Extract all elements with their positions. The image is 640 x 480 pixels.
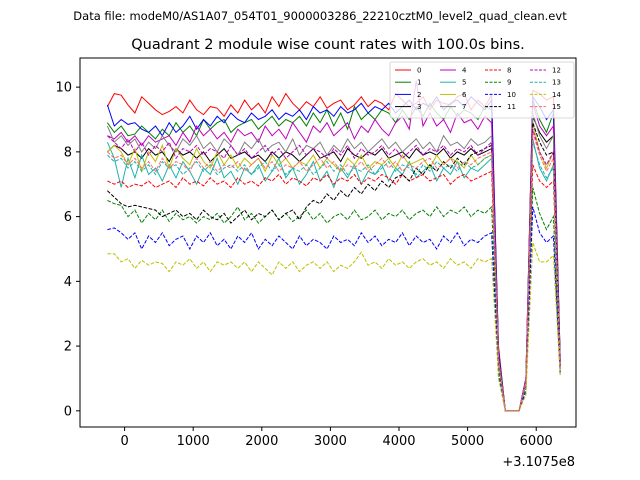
x-axis-offset-label: +3.1075e8 (502, 455, 575, 470)
legend-label-1: 1 (417, 79, 421, 87)
series-line-14 (107, 242, 561, 412)
x-tick-label: 6000 (520, 434, 553, 449)
x-tick-label: 0 (120, 434, 128, 449)
series-line-12 (107, 129, 561, 412)
series-line-10 (107, 206, 561, 412)
legend-label-9: 9 (507, 79, 511, 87)
y-tick-label: 0 (64, 404, 72, 419)
y-tick-label: 2 (64, 340, 72, 355)
legend-label-2: 2 (417, 91, 421, 99)
figure-suptitle: Data file: modeM0/AS1A07_054T01_90000032… (73, 9, 567, 23)
x-tick-label: 3000 (314, 434, 347, 449)
legend-label-4: 4 (462, 67, 467, 75)
legend-label-13: 13 (552, 79, 561, 87)
legend-label-5: 5 (462, 79, 466, 87)
x-tick-label: 1000 (177, 434, 210, 449)
legend-box (389, 61, 575, 119)
legend-label-11: 11 (507, 103, 516, 111)
y-tick-label: 10 (55, 81, 72, 96)
series-line-9 (107, 187, 561, 412)
legend-label-7: 7 (462, 103, 466, 111)
series-layer (106, 80, 561, 412)
legend-label-0: 0 (417, 67, 421, 75)
series-line-6 (107, 122, 561, 412)
series-line-13 (107, 142, 561, 412)
series-line-3 (107, 116, 561, 412)
y-tick-label: 8 (64, 145, 72, 160)
legend-label-3: 3 (417, 103, 421, 111)
legend-label-15: 15 (552, 103, 561, 111)
x-tick-label: 5000 (451, 434, 484, 449)
plot-frame (79, 57, 577, 428)
legend-label-6: 6 (462, 91, 467, 99)
y-tick-label: 6 (64, 210, 72, 225)
legend-label-12: 12 (552, 67, 561, 75)
series-line-15 (107, 132, 561, 412)
series-line-7 (106, 112, 561, 412)
x-tick-label: 2000 (245, 434, 278, 449)
y-tick-label: 4 (64, 275, 72, 290)
series-line-8 (107, 164, 561, 412)
legend-label-14: 14 (552, 91, 561, 99)
legend-label-10: 10 (507, 91, 516, 99)
chart-title: Quadrant 2 module wise count rates with … (131, 37, 525, 53)
series-line-5 (106, 138, 561, 412)
legend-label-8: 8 (507, 67, 511, 75)
x-tick-label: 4000 (382, 434, 415, 449)
